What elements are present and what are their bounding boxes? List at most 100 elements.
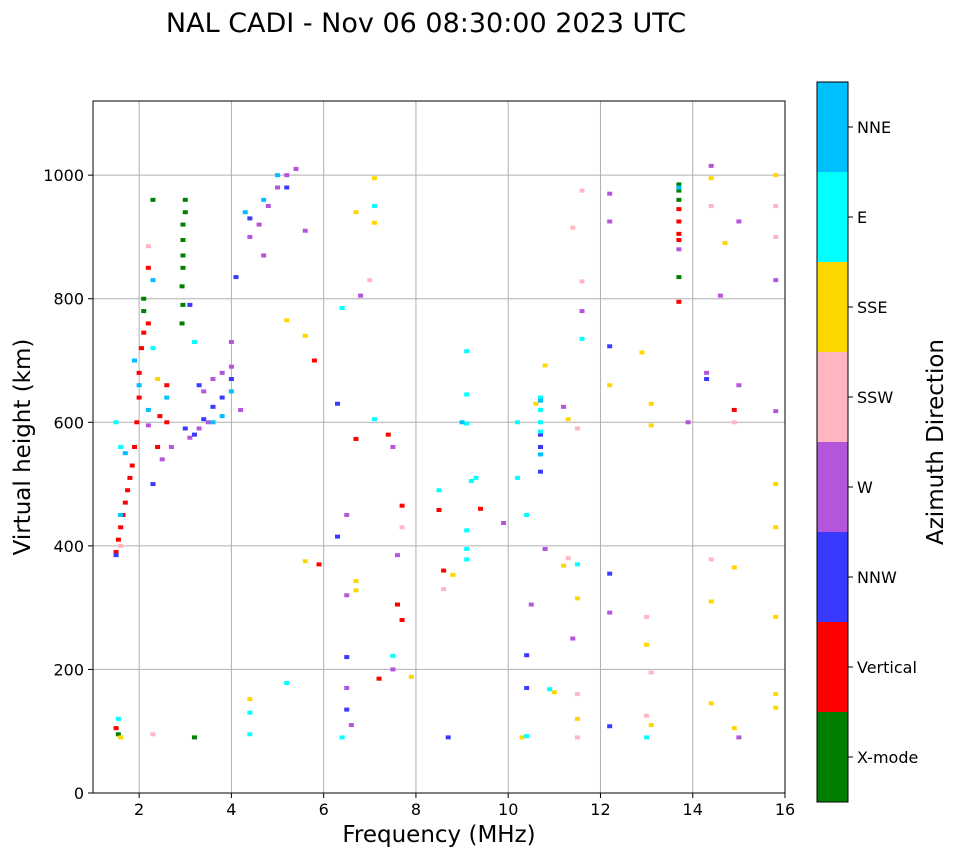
data-point	[136, 395, 142, 400]
data-point	[773, 234, 779, 239]
data-point	[210, 404, 216, 409]
data-point	[228, 389, 234, 394]
data-point	[676, 185, 682, 190]
data-point	[367, 278, 373, 283]
data-point	[196, 426, 202, 431]
x-tick-label: 4	[226, 800, 236, 819]
data-point	[371, 204, 377, 209]
data-point	[574, 692, 580, 697]
series-x-mode	[115, 182, 682, 740]
data-point	[676, 231, 682, 236]
x-tick-label: 8	[411, 800, 421, 819]
data-point	[132, 445, 138, 449]
data-point	[639, 350, 645, 355]
data-point	[708, 163, 714, 168]
data-point	[353, 588, 359, 593]
data-point	[180, 238, 186, 243]
data-point	[210, 420, 216, 425]
data-point	[219, 370, 225, 375]
y-tick-label: 400	[53, 537, 84, 556]
data-point	[773, 482, 779, 487]
plot-area	[93, 101, 785, 793]
data-point	[574, 562, 580, 567]
data-point	[353, 210, 359, 215]
data-point	[344, 512, 350, 517]
data-point	[293, 166, 299, 171]
data-point	[676, 207, 682, 212]
data-point	[118, 735, 124, 740]
x-tick-label: 14	[683, 800, 703, 819]
y-axis-label: Virtual height (km)	[10, 339, 36, 556]
data-point	[399, 503, 405, 508]
data-point	[607, 610, 613, 615]
data-point	[187, 302, 193, 307]
data-point	[353, 436, 359, 441]
data-point	[385, 432, 391, 437]
data-point	[542, 546, 548, 551]
colorbar-segment	[817, 172, 848, 262]
data-point	[685, 420, 691, 425]
data-point	[311, 358, 317, 363]
data-point	[122, 500, 128, 505]
data-point	[501, 520, 507, 525]
data-point	[145, 244, 151, 249]
data-point	[676, 247, 682, 252]
x-tick-label: 16	[775, 800, 795, 819]
data-point	[115, 732, 121, 737]
colorbar-tick-label: Vertical	[857, 658, 917, 677]
data-point	[275, 173, 281, 178]
data-point	[731, 407, 737, 412]
data-point	[122, 451, 128, 456]
data-point	[284, 185, 290, 190]
data-point	[644, 735, 650, 740]
data-point	[247, 234, 253, 239]
data-point	[159, 457, 165, 462]
data-point	[676, 188, 682, 193]
data-point	[570, 636, 576, 641]
data-point	[150, 197, 156, 202]
data-point	[118, 525, 124, 530]
data-point	[537, 432, 543, 437]
data-point	[115, 716, 121, 721]
data-point	[731, 726, 737, 731]
data-point	[648, 723, 654, 728]
data-point	[464, 528, 470, 533]
data-point	[261, 197, 267, 202]
data-point	[238, 407, 244, 412]
data-point	[773, 705, 779, 710]
data-point	[731, 565, 737, 570]
data-point	[607, 344, 613, 349]
data-point	[339, 735, 345, 740]
data-point	[390, 667, 396, 672]
data-point	[537, 407, 543, 412]
data-point	[118, 512, 124, 517]
data-point	[179, 321, 185, 326]
data-point	[275, 185, 281, 190]
data-point	[565, 417, 571, 422]
data-point	[219, 414, 225, 419]
data-point	[533, 401, 539, 406]
data-point	[436, 508, 442, 513]
data-point	[191, 432, 197, 437]
data-point	[145, 423, 151, 428]
colorbar: X-mode Vertical NNW W SSW SSE E NNE	[817, 82, 918, 802]
y-tick-label: 1000	[43, 166, 84, 185]
series-w	[145, 163, 779, 740]
data-point	[773, 173, 779, 178]
data-point	[180, 302, 186, 307]
data-point	[542, 363, 548, 368]
data-point	[191, 735, 197, 740]
data-point	[722, 241, 728, 246]
data-point	[371, 417, 377, 422]
data-point	[113, 726, 119, 731]
data-point	[551, 690, 557, 695]
data-point	[210, 377, 216, 382]
data-point	[607, 571, 613, 576]
data-point	[537, 420, 543, 425]
data-point	[708, 557, 714, 562]
data-point	[773, 692, 779, 697]
data-point	[464, 349, 470, 354]
colorbar-tick-label: NNE	[857, 118, 891, 137]
data-point	[187, 435, 193, 440]
data-point	[182, 210, 188, 215]
